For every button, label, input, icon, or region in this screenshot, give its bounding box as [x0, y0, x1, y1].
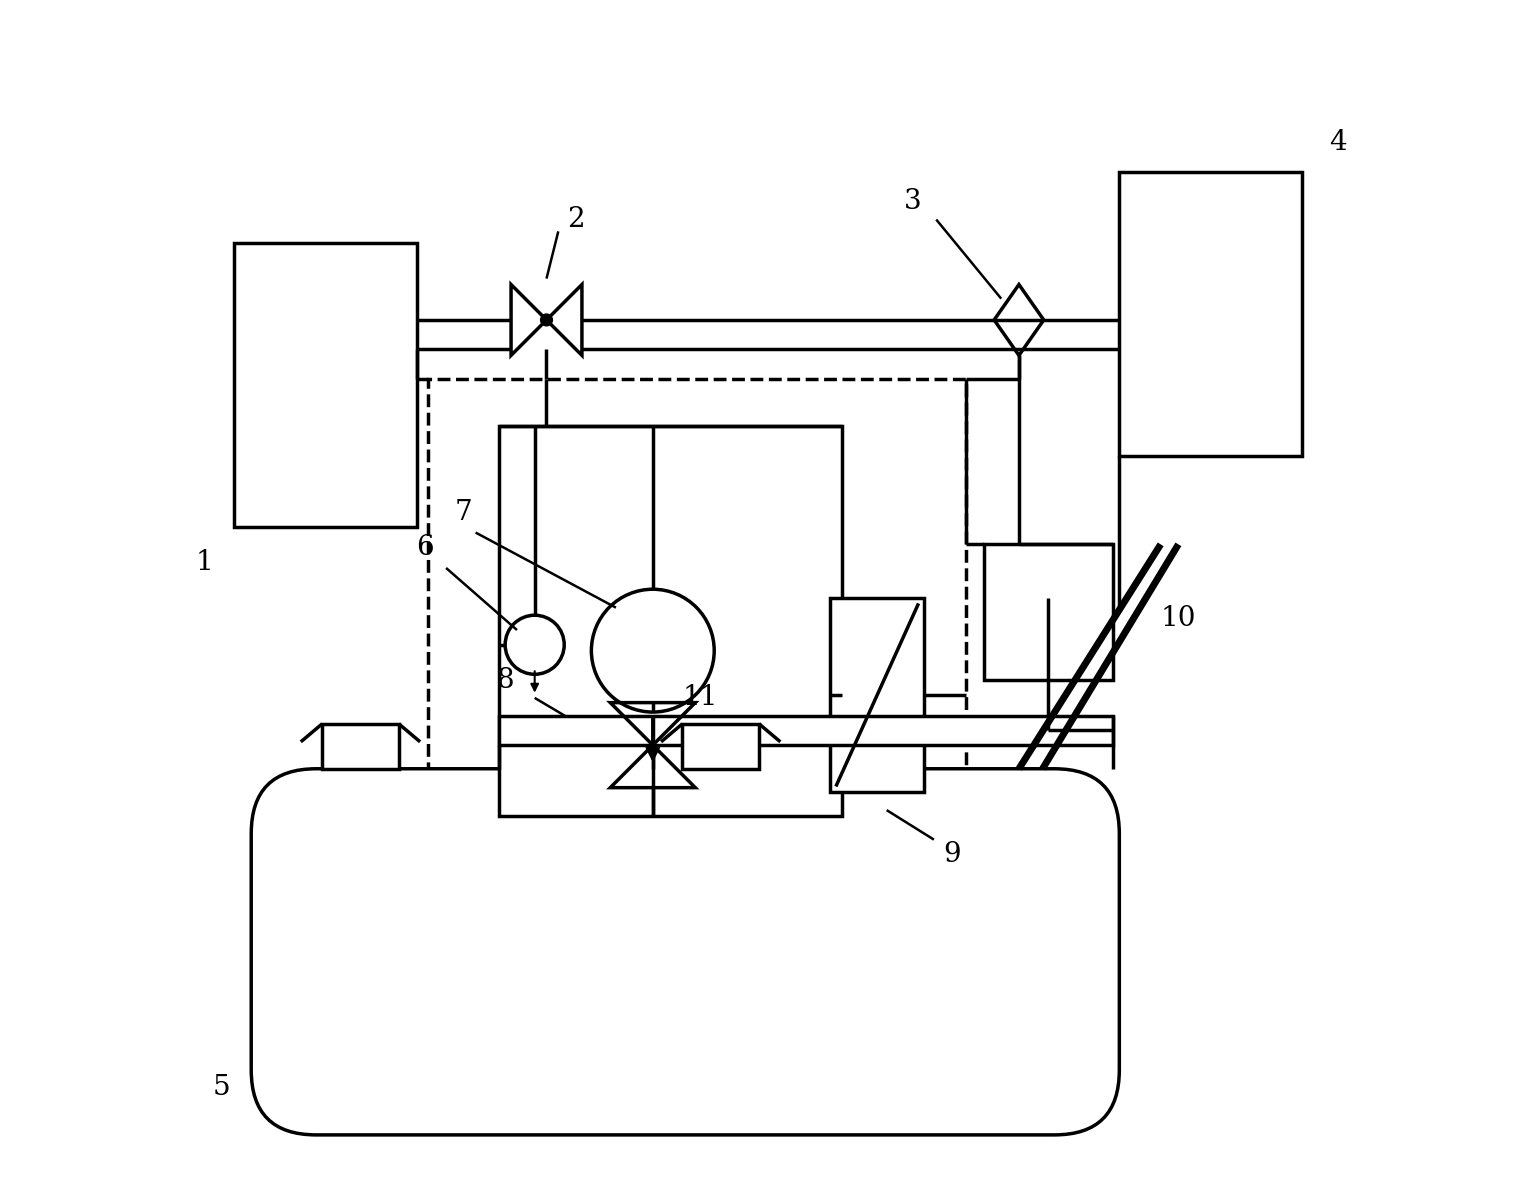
Bar — [234, 243, 416, 527]
Bar — [984, 545, 1114, 680]
Circle shape — [540, 314, 552, 326]
Text: 4: 4 — [1330, 129, 1346, 157]
Text: 6: 6 — [416, 534, 433, 562]
FancyBboxPatch shape — [251, 768, 1120, 1135]
Bar — [499, 716, 1114, 746]
Text: 11: 11 — [682, 685, 718, 711]
Bar — [428, 379, 965, 834]
Bar — [499, 427, 842, 816]
Text: 2: 2 — [568, 206, 584, 233]
Bar — [323, 724, 399, 768]
Text: 10: 10 — [1161, 605, 1196, 632]
Text: 5: 5 — [213, 1074, 231, 1101]
Bar — [829, 598, 924, 792]
Bar — [682, 724, 759, 768]
Text: 7: 7 — [454, 500, 473, 526]
Text: 9: 9 — [942, 841, 961, 869]
Text: 8: 8 — [496, 667, 514, 693]
Bar — [1120, 172, 1302, 455]
Text: 3: 3 — [904, 189, 921, 215]
Text: 1: 1 — [196, 549, 213, 576]
